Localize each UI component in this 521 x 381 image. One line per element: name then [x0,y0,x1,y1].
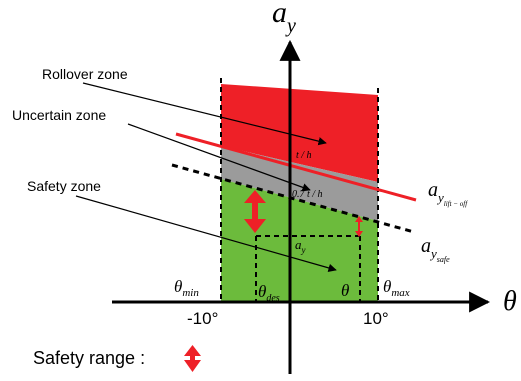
theta-max-label: θmax [383,277,410,299]
scaled-t-over-h-label: 0.7 t / h [292,189,323,200]
safety-zone-label: Safety zone [27,178,101,194]
y-axis-label: ay [272,0,296,37]
safety-range-legend-icon [184,345,201,372]
safe-threshold-label: aysafe [421,235,450,264]
safety-range-legend-label: Safety range : [33,348,145,368]
lift-off-threshold-line [175,132,417,202]
t-over-h-label: t / h [296,150,312,161]
uncertain-pointer-arrow [127,123,311,192]
tick-label-neg-10: -10° [187,309,218,328]
x-axis-label: θ [503,286,517,317]
theta-des-label: θdes [258,282,280,304]
safe-threshold-line [171,163,415,234]
uncertain-zone-label: Uncertain zone [12,107,106,123]
rollover-pointer-arrow [82,82,327,146]
lift-off-threshold-label: aylift − off [428,179,468,208]
theta-label: θ [341,281,349,300]
theta-min-label: θmin [174,277,199,299]
rollover-zone-label: Rollover zone [42,66,128,82]
a-y-box-label: ay [295,237,306,255]
safety-range-arrow-large [244,190,266,233]
safety-pointer-arrow [75,195,337,272]
safety-zone-region [221,179,378,302]
uncertain-zone-region [221,146,378,221]
tick-label-pos-10: 10° [363,309,389,328]
rollover-zone-region [221,84,378,182]
safety-range-arrow-small [355,216,363,237]
